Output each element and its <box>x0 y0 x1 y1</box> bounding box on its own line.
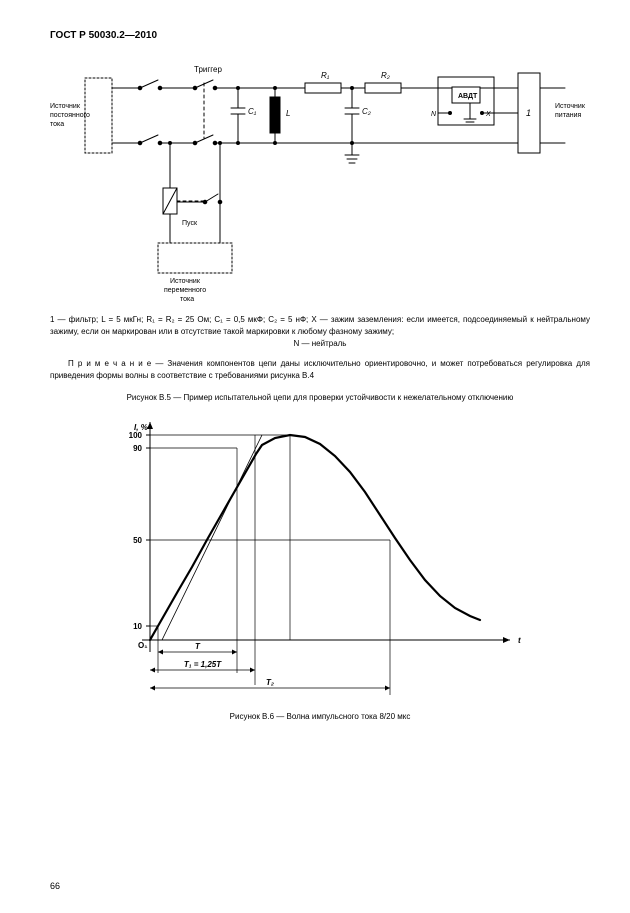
dc-source-label: Источник постоянного тока <box>50 103 92 128</box>
note-text: П р и м е ч а н и е — Значения компонент… <box>50 358 590 381</box>
svg-text:50: 50 <box>133 536 142 545</box>
C2-label: C₂ <box>362 107 371 116</box>
svg-text:10: 10 <box>133 622 142 631</box>
X-label: X <box>485 111 491 118</box>
svg-text:100: 100 <box>129 431 143 440</box>
page-number: 66 <box>50 881 60 891</box>
R2-label: R₂ <box>381 71 390 80</box>
svg-text:90: 90 <box>133 444 142 453</box>
R1-label: R₁ <box>321 71 330 80</box>
trigger-label: Триггер <box>194 65 222 74</box>
svg-text:T₁ = 1,25T: T₁ = 1,25T <box>184 660 222 669</box>
svg-text:t: t <box>518 636 521 645</box>
circuit-diagram: Триггер R₁ R₂ АВДТ N X 1 C₁ L C₂ Пуск Ис… <box>50 53 590 308</box>
L-label: L <box>286 109 290 118</box>
standard-header: ГОСТ Р 50030.2—2010 <box>50 30 590 41</box>
N-label: N <box>431 111 437 118</box>
svg-text:T₂: T₂ <box>266 678 274 687</box>
C1-label: C₁ <box>248 107 257 116</box>
start-label: Пуск <box>182 220 198 227</box>
ac-source-label: Источник переменного тока <box>164 278 208 303</box>
filter-label: 1 <box>526 108 531 118</box>
power-source-label: Источник питания <box>555 103 587 119</box>
legend-line1: 1 — фильтр; L = 5 мкГн; R₁ = R₂ = 25 Ом;… <box>50 314 590 337</box>
svg-text:O₁: O₁ <box>138 641 148 650</box>
wave-chart: 10 50 90 100 T T₁ = 1,25T T₂ I, % t O₁ <box>50 420 590 700</box>
figure-b6-caption: Рисунок В.6 — Волна импульсного тока 8/2… <box>50 712 590 721</box>
avdt-label: АВДТ <box>458 93 478 100</box>
legend-line2: N — нейтраль <box>50 339 590 348</box>
svg-text:I, %: I, % <box>134 423 148 432</box>
svg-text:T: T <box>195 642 201 651</box>
figure-b5-caption: Рисунок В.5 — Пример испытательной цепи … <box>50 393 590 402</box>
